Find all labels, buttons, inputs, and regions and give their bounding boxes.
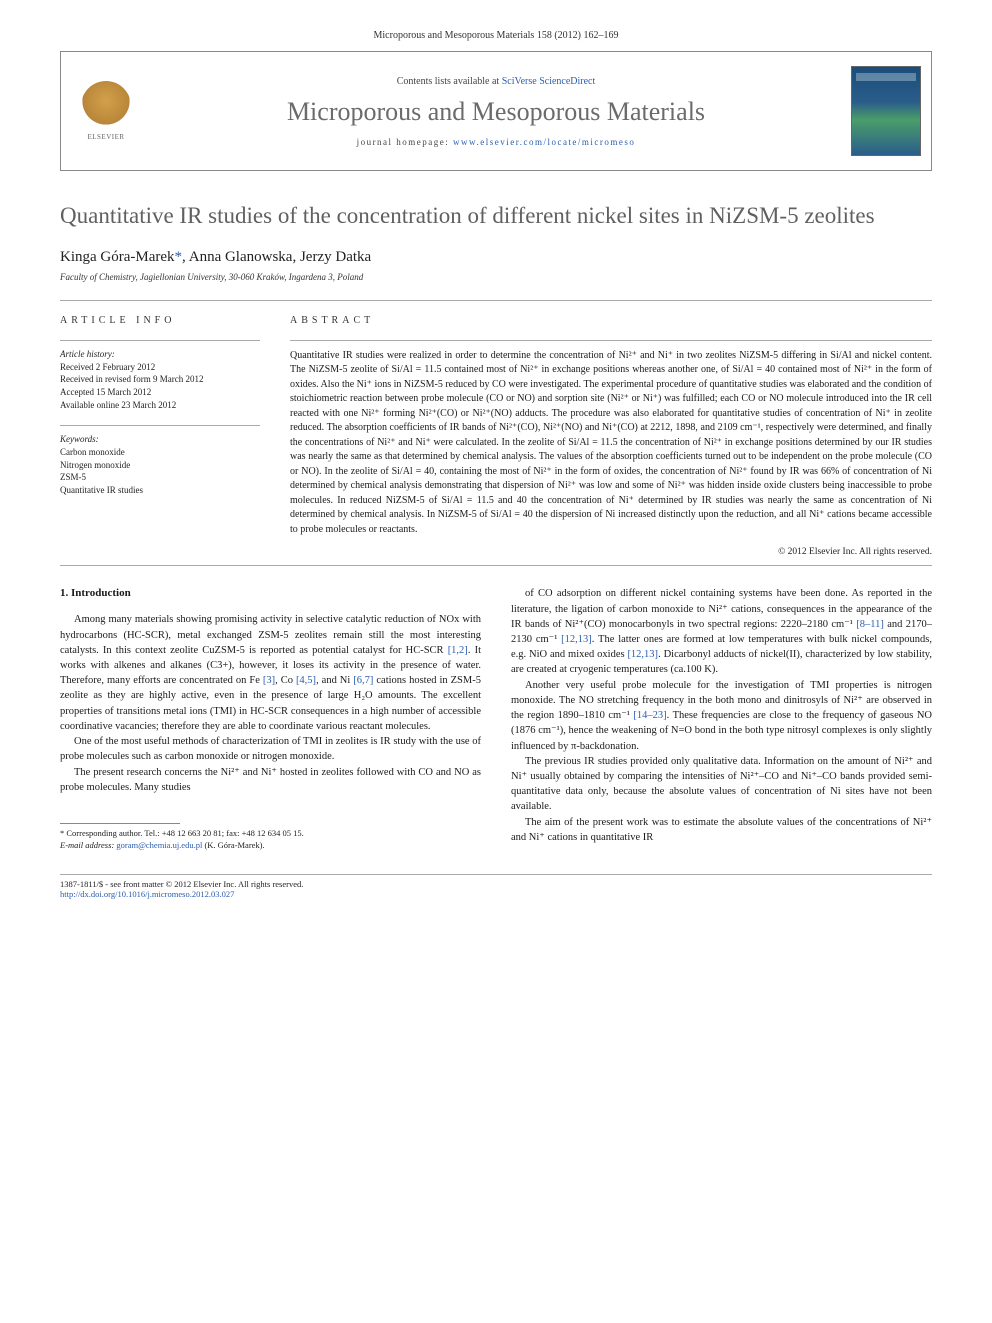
journal-header-box: ELSEVIER Contents lists available at Sci…: [60, 51, 932, 171]
citation-link[interactable]: [12,13]: [627, 649, 658, 660]
citation-link[interactable]: [1,2]: [448, 645, 468, 656]
author-list: Kinga Góra-Marek*, Anna Glanowska, Jerzy…: [60, 249, 932, 266]
history-head: Article history:: [60, 349, 260, 359]
contents-list-text: Contents lists available at SciVerse Sci…: [397, 76, 596, 87]
keyword-2: Nitrogen monoxide: [60, 459, 260, 472]
citation-link[interactable]: [6,7]: [353, 675, 373, 686]
header-center: Contents lists available at SciVerse Sci…: [151, 52, 841, 170]
journal-homepage-text: journal homepage: www.elsevier.com/locat…: [357, 137, 636, 147]
journal-homepage-link[interactable]: www.elsevier.com/locate/micromeso: [453, 137, 635, 147]
body-paragraph: The previous IR studies provided only qu…: [511, 754, 932, 815]
email-label: E-mail address:: [60, 840, 114, 850]
journal-cover-thumbnail[interactable]: [851, 66, 921, 156]
body-column-left: 1. Introduction Among many materials sho…: [60, 586, 481, 851]
citation-link[interactable]: [14–23]: [633, 710, 666, 721]
author-3[interactable]: Jerzy Datka: [300, 249, 371, 265]
body-paragraph: of CO adsorption on different nickel con…: [511, 586, 932, 677]
info-divider: [60, 340, 260, 341]
history-received: Received 2 February 2012: [60, 361, 260, 374]
history-accepted: Accepted 15 March 2012: [60, 386, 260, 399]
sciencedirect-link[interactable]: SciVerse ScienceDirect: [502, 76, 596, 87]
citation-link[interactable]: [12,13]: [561, 634, 592, 645]
footnote-tel-fax: * Corresponding author. Tel.: +48 12 663…: [60, 828, 481, 840]
elsevier-label: ELSEVIER: [87, 133, 124, 141]
info-abstract-row: ARTICLE INFO Article history: Received 2…: [60, 315, 932, 558]
history-online: Available online 23 March 2012: [60, 399, 260, 412]
keyword-1: Carbon monoxide: [60, 446, 260, 459]
keyword-4: Quantitative IR studies: [60, 484, 260, 497]
abstract-divider: [290, 340, 932, 341]
article-info-column: ARTICLE INFO Article history: Received 2…: [60, 315, 260, 558]
body-paragraph: One of the most useful methods of charac…: [60, 734, 481, 764]
email-suffix: (K. Góra-Marek).: [204, 840, 264, 850]
author-2[interactable]: Anna Glanowska: [189, 249, 293, 265]
issn-line: 1387-1811/$ - see front matter © 2012 El…: [60, 879, 303, 889]
journal-cover-cell: [841, 52, 931, 170]
body-paragraph: Among many materials showing promising a…: [60, 612, 481, 734]
doi-link[interactable]: http://dx.doi.org/10.1016/j.micromeso.20…: [60, 889, 303, 899]
affiliation: Faculty of Chemistry, Jagiellonian Unive…: [60, 272, 932, 282]
abstract-copyright: © 2012 Elsevier Inc. All rights reserved…: [290, 547, 932, 557]
divider-top: [60, 300, 932, 301]
contents-prefix: Contents lists available at: [397, 76, 502, 87]
body-paragraph: The present research concerns the Ni²⁺ a…: [60, 765, 481, 795]
abstract-column: ABSTRACT Quantitative IR studies were re…: [290, 315, 932, 558]
abstract-text: Quantitative IR studies were realized in…: [290, 349, 932, 538]
elsevier-logo[interactable]: ELSEVIER: [76, 76, 136, 146]
footnote-rule: [60, 823, 180, 824]
corresponding-email-link[interactable]: goram@chemia.uj.edu.pl: [116, 840, 202, 850]
corresponding-marker[interactable]: *: [175, 249, 183, 265]
citation-link[interactable]: [8–11]: [856, 619, 884, 630]
journal-reference: Microporous and Mesoporous Materials 158…: [60, 30, 932, 41]
page-footer: 1387-1811/$ - see front matter © 2012 El…: [60, 879, 932, 899]
body-paragraph: Another very useful probe molecule for t…: [511, 678, 932, 754]
keywords-block: Keywords: Carbon monoxide Nitrogen monox…: [60, 434, 260, 496]
article-info-label: ARTICLE INFO: [60, 315, 260, 326]
body-paragraph: The aim of the present work was to estim…: [511, 815, 932, 845]
footer-left: 1387-1811/$ - see front matter © 2012 El…: [60, 879, 303, 899]
body-column-right: of CO adsorption on different nickel con…: [511, 586, 932, 851]
body-columns: 1. Introduction Among many materials sho…: [60, 586, 932, 851]
footer-rule: [60, 874, 932, 875]
footnote-email-line: E-mail address: goram@chemia.uj.edu.pl (…: [60, 840, 481, 852]
history-revised: Received in revised form 9 March 2012: [60, 373, 260, 386]
abstract-label: ABSTRACT: [290, 315, 932, 326]
keyword-3: ZSM-5: [60, 471, 260, 484]
publisher-logo-cell: ELSEVIER: [61, 52, 151, 170]
elsevier-tree-icon: [81, 81, 131, 131]
journal-name: Microporous and Mesoporous Materials: [287, 97, 705, 127]
article-title: Quantitative IR studies of the concentra…: [60, 201, 932, 231]
section-heading-introduction: 1. Introduction: [60, 586, 481, 602]
corresponding-author-footnote: * Corresponding author. Tel.: +48 12 663…: [60, 828, 481, 852]
homepage-prefix: journal homepage:: [357, 137, 453, 147]
citation-link[interactable]: [3]: [263, 675, 275, 686]
info-divider-2: [60, 425, 260, 426]
citation-link[interactable]: [4,5]: [296, 675, 316, 686]
keywords-head: Keywords:: [60, 434, 260, 444]
divider-bottom: [60, 565, 932, 566]
author-1[interactable]: Kinga Góra-Marek: [60, 249, 175, 265]
article-history-block: Article history: Received 2 February 201…: [60, 349, 260, 411]
